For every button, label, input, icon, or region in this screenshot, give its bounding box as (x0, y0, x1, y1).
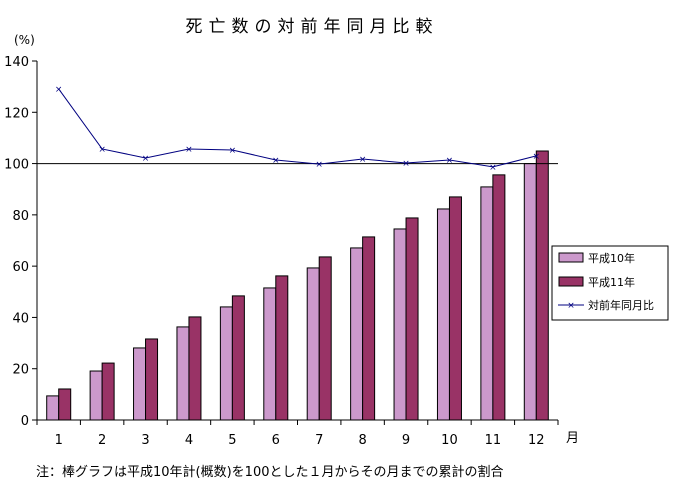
y-tick-label: 0 (21, 414, 29, 429)
ratio-marker: × (98, 145, 106, 155)
y-tick-label: 120 (4, 106, 29, 121)
bar-h10 (176, 326, 190, 421)
footnote: 注：棒グラフは平成10年計(概数)を100とした１月からその月までの累計の割合 (36, 464, 504, 480)
legend: 平成10年 平成11年 × 対前年同月比 (551, 245, 669, 321)
legend-label-h11: 平成11年 (588, 275, 635, 289)
legend-label-ratio: 対前年同月比 (588, 298, 654, 312)
y-tick-label: 20 (12, 363, 29, 378)
bar-h10 (219, 306, 233, 421)
bar-h11 (492, 174, 506, 421)
ratio-marker: × (359, 155, 367, 165)
legend-swatch-h11 (558, 276, 584, 287)
bar-h10 (350, 247, 364, 421)
bar-h11 (145, 338, 159, 421)
y-tick-label: 60 (12, 260, 29, 275)
x-tick-label: 3 (141, 433, 149, 448)
ratio-marker: × (489, 163, 497, 173)
ratio-marker: × (142, 154, 150, 164)
x-tick-label: 6 (272, 433, 280, 448)
x-tick-label: 1 (55, 433, 63, 448)
bar-h10 (263, 287, 277, 421)
bar-h10 (436, 208, 450, 421)
legend-swatch-h10 (558, 252, 584, 263)
bar-h11 (448, 196, 462, 421)
x-tick-label: 4 (185, 433, 193, 448)
bar-h10 (89, 370, 103, 421)
bar-h11 (275, 275, 289, 421)
bar-h11 (405, 217, 419, 421)
bar-h11 (318, 256, 332, 421)
bar-h10 (480, 186, 494, 421)
ratio-marker: × (55, 85, 63, 95)
ratio-marker: × (185, 145, 193, 155)
y-tick-label: 40 (12, 311, 29, 326)
ratio-marker: × (272, 156, 280, 166)
x-tick-label: 8 (358, 433, 366, 448)
ratio-marker: × (533, 152, 541, 162)
bar-h10 (133, 347, 147, 421)
bar-h10 (523, 163, 537, 421)
bar-h11 (535, 150, 549, 421)
bar-h10 (306, 267, 320, 421)
ratio-marker: × (315, 160, 323, 170)
bar-h10 (393, 228, 407, 421)
ratio-marker: × (402, 159, 410, 169)
y-axis-label: (%) (14, 33, 35, 47)
y-tick-label: 100 (4, 158, 29, 173)
bar-h11 (101, 362, 115, 421)
legend-label-h10: 平成10年 (588, 251, 635, 265)
chart-title: 死亡数の対前年同月比較 (186, 17, 439, 37)
ratio-line (58, 88, 537, 168)
x-axis-label: 月 (566, 431, 579, 446)
x-tick-label: 12 (528, 433, 545, 448)
ratio-marker: × (229, 146, 237, 156)
bar-h11 (362, 236, 376, 421)
x-tick-label: 7 (315, 433, 323, 448)
y-tick-label: 140 (4, 55, 29, 70)
x-tick-label: 5 (228, 433, 236, 448)
bar-h11 (58, 388, 72, 421)
x-tick-label: 10 (441, 433, 458, 448)
x-tick-label: 11 (485, 433, 502, 448)
x-tick-label: 2 (98, 433, 106, 448)
y-tick-label: 80 (12, 209, 29, 224)
bar-h10 (46, 395, 60, 421)
x-tick-label: 9 (402, 433, 410, 448)
legend-marker-x: × (567, 301, 575, 311)
ratio-marker: × (446, 156, 454, 166)
bar-h11 (188, 316, 202, 421)
bar-h11 (231, 295, 245, 421)
